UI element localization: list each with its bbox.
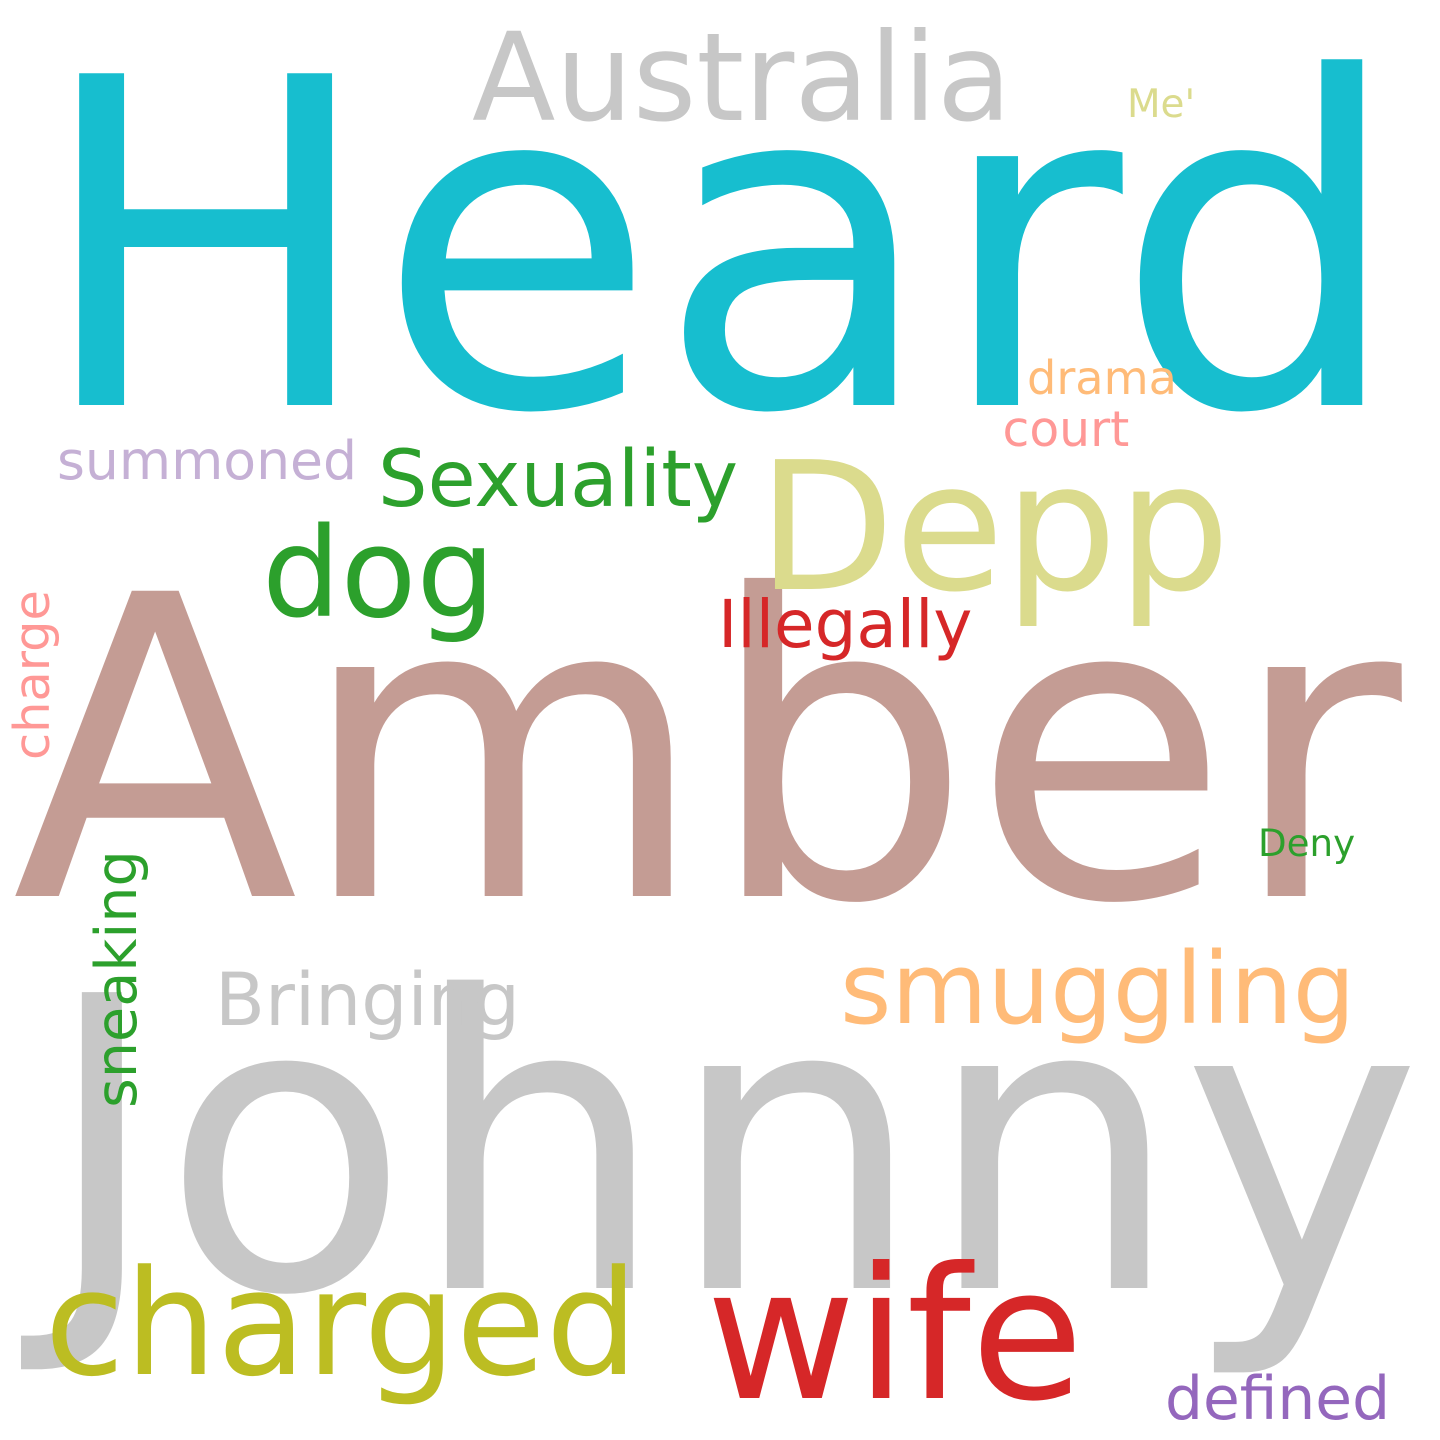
word-illegally: Illegally xyxy=(718,586,973,663)
word-summoned: summoned xyxy=(57,429,358,492)
word-depp: Depp xyxy=(757,425,1231,632)
word-smuggling: smuggling xyxy=(840,931,1356,1047)
word-wife: wife xyxy=(706,1228,1084,1440)
word-me: Me' xyxy=(1127,81,1196,127)
word-johnny: Johnny xyxy=(42,911,1423,1384)
word-sneaking: sneaking xyxy=(83,850,150,1108)
word-heard: Heard xyxy=(34,0,1404,513)
word-australia: Australia xyxy=(472,7,1012,149)
word-charged: charged xyxy=(44,1240,639,1409)
word-drama: drama xyxy=(1027,350,1177,405)
word-deny: Deny xyxy=(1258,821,1356,865)
word-charge: charge xyxy=(3,590,61,760)
word-sexuality: Sexuality xyxy=(378,435,739,525)
word-defined: defined xyxy=(1165,1364,1391,1434)
word-dog: dog xyxy=(262,502,496,646)
word-amber: Amber xyxy=(12,507,1402,995)
word-court: court xyxy=(1002,400,1130,458)
word-bringing: Bringing xyxy=(215,957,521,1043)
